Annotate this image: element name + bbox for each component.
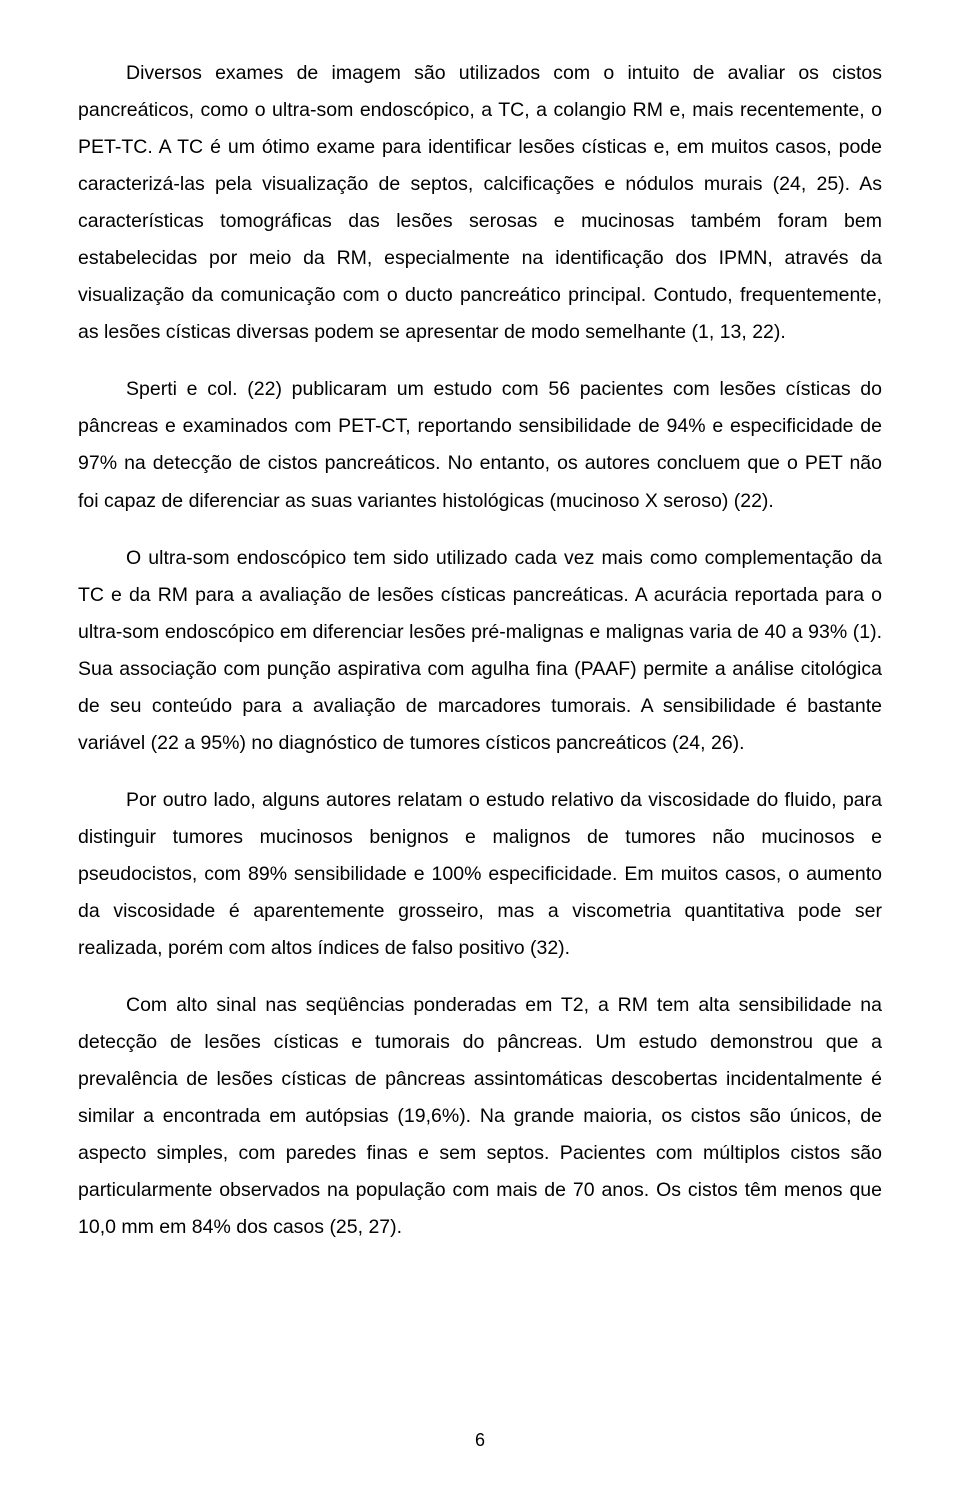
paragraph-3: O ultra-som endoscópico tem sido utiliza… [78, 540, 882, 762]
paragraph-5: Com alto sinal nas seqüências ponderadas… [78, 987, 882, 1246]
paragraph-1: Diversos exames de imagem são utilizados… [78, 55, 882, 351]
paragraph-2: Sperti e col. (22) publicaram um estudo … [78, 371, 882, 519]
page-number: 6 [0, 1423, 960, 1457]
document-page: Diversos exames de imagem são utilizados… [78, 55, 882, 1246]
paragraph-4: Por outro lado, alguns autores relatam o… [78, 782, 882, 967]
